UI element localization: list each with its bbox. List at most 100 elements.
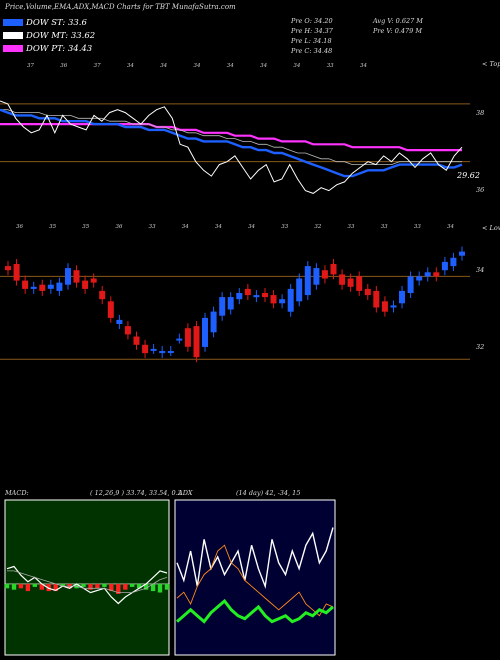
upper-tick-label: 36 xyxy=(60,63,68,69)
tops-label: < Tops xyxy=(482,60,500,68)
macd-histogram-bar xyxy=(11,583,17,590)
level-label-36: 36 xyxy=(476,186,485,194)
candle-body xyxy=(407,276,414,293)
macd-histogram-bar xyxy=(25,583,31,592)
adx-line-di xyxy=(176,544,334,617)
macd-panel-frame xyxy=(4,499,170,656)
candle-body xyxy=(424,272,431,277)
candle-body xyxy=(296,278,303,302)
candle-body xyxy=(13,264,20,281)
candle-body xyxy=(176,338,183,341)
candle-body xyxy=(373,290,380,308)
candle-body xyxy=(253,295,260,298)
candle-tick-label: 35 xyxy=(82,224,90,230)
legend-item-mt: DOW MT: 33.62 xyxy=(3,31,95,41)
candle-tick-label: 32 xyxy=(314,224,322,230)
candle-body xyxy=(167,351,174,353)
legend-item-pt: DOW PT: 34.43 xyxy=(3,44,92,54)
prev-volume: Pre V: 0.479 M xyxy=(373,27,423,35)
candle-body xyxy=(287,288,294,312)
candle-body xyxy=(227,297,234,310)
candle-tick-label: 33 xyxy=(413,224,421,230)
legend-swatch-magenta xyxy=(3,45,23,52)
candle-body xyxy=(390,305,397,308)
candle-body xyxy=(270,295,277,304)
series-line-dow-st xyxy=(0,108,463,178)
prev-high: Pre H: 34.37 xyxy=(291,27,333,35)
macd-histogram-bar xyxy=(143,583,149,590)
candle-body xyxy=(244,288,251,296)
prev-open: Pre O: 34.20 xyxy=(291,17,333,25)
candle-body xyxy=(124,326,131,335)
macd-histogram-bar xyxy=(81,583,86,587)
macd-histogram-bar xyxy=(18,583,24,589)
candle-body xyxy=(30,286,37,289)
candle-body xyxy=(5,266,11,271)
candle-body xyxy=(39,284,46,291)
macd-histogram-bar xyxy=(164,583,170,590)
macd-histogram-bar xyxy=(137,583,142,589)
candle-body xyxy=(399,290,405,304)
candle-tick-label: 36 xyxy=(16,224,23,230)
avg-volume: Avg V: 0.627 M xyxy=(373,17,423,25)
candle-tick-label: 34 xyxy=(214,224,222,230)
candle-body xyxy=(262,293,268,298)
candle-body xyxy=(433,272,440,277)
candle-body xyxy=(313,268,320,285)
candle-body xyxy=(381,301,388,312)
candle-body xyxy=(116,319,123,324)
series-line-dow-mt xyxy=(0,109,462,166)
candle-body xyxy=(47,284,54,289)
candle-body xyxy=(279,299,286,304)
macd-histogram-bar xyxy=(4,583,10,589)
macd-line-macd xyxy=(6,565,168,605)
macd-histogram-bar xyxy=(60,583,65,587)
chart-title: Price,Volume,EMA,ADX,MACD Charts for TBT… xyxy=(5,3,236,11)
macd-histogram-bar xyxy=(46,583,51,592)
candle-body xyxy=(107,301,114,318)
candle-body xyxy=(219,297,226,316)
macd-histogram-bar xyxy=(88,583,93,590)
macd-histogram-bar xyxy=(109,583,114,592)
level-label-34: 34 xyxy=(476,266,485,274)
upper-tick-label: 34 xyxy=(193,63,201,69)
macd-histogram-bar xyxy=(157,583,163,593)
candle-tick-label: 34 xyxy=(447,224,454,230)
candle-body xyxy=(82,280,89,289)
candle-tick-label: 33 xyxy=(347,224,355,230)
candle-body xyxy=(99,290,106,300)
candle-body xyxy=(65,268,71,285)
macd-histogram-bar xyxy=(102,583,107,587)
candle-body xyxy=(364,288,371,296)
adx-line-di xyxy=(176,527,334,590)
macd-histogram-bar xyxy=(95,583,100,589)
legend-item-st: DOW ST: 33.6 xyxy=(3,18,87,28)
candle-body xyxy=(416,276,423,281)
macd-histogram-bar xyxy=(150,583,156,592)
candle-body xyxy=(330,264,337,275)
upper-tick-label: 34 xyxy=(160,63,168,69)
candle-body xyxy=(210,311,217,333)
macd-histogram-bar xyxy=(32,583,37,587)
macd-histogram-bar xyxy=(123,583,128,590)
candle-body xyxy=(347,278,354,287)
prev-close: Pre C: 34.48 xyxy=(291,47,333,55)
candle-body xyxy=(159,351,166,354)
candle-tick-label: 33 xyxy=(380,224,388,230)
candle-body xyxy=(236,293,243,300)
macd-histogram-bar xyxy=(116,583,121,594)
series-line-price xyxy=(0,100,463,194)
candle-body xyxy=(193,326,200,358)
level-label-32: 32 xyxy=(476,343,485,351)
upper-tick-label: 37 xyxy=(27,63,34,69)
candle-body xyxy=(450,257,457,267)
candle-tick-label: 35 xyxy=(49,224,57,230)
candle-body xyxy=(356,276,363,291)
level-label-38: 38 xyxy=(476,109,485,117)
legend-swatch-blue xyxy=(3,19,23,26)
legend-swatch-white xyxy=(3,32,23,39)
candle-body xyxy=(339,274,346,285)
upper-tick-label: 33 xyxy=(326,63,334,69)
